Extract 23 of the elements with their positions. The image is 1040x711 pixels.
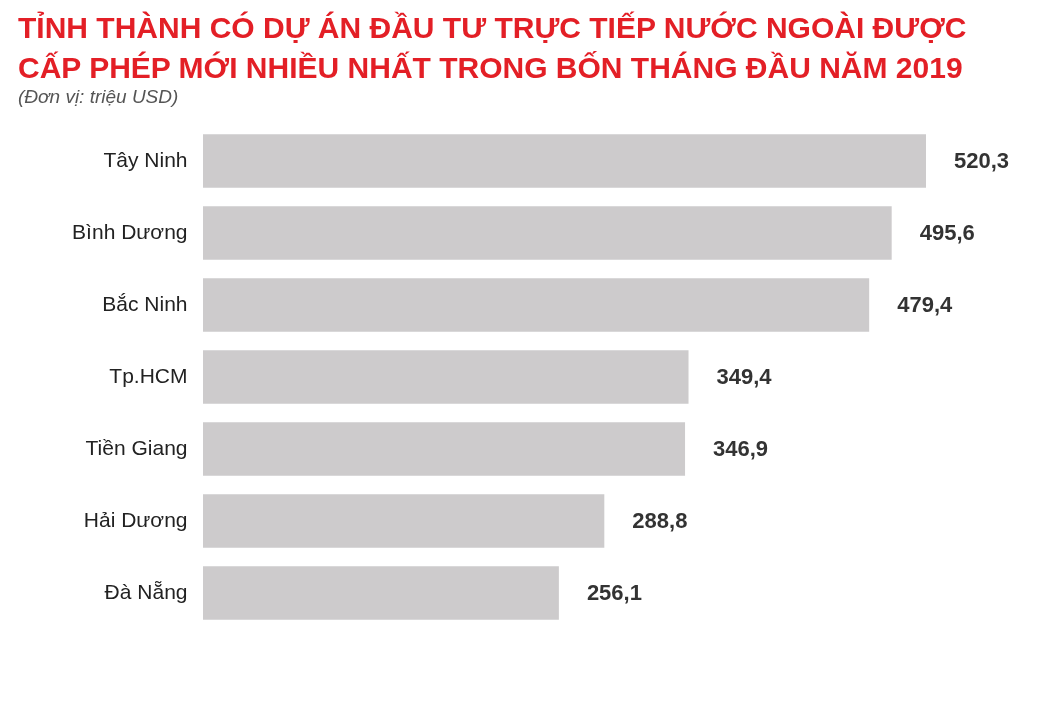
data-label: 349,4 (716, 364, 773, 389)
bar (203, 494, 605, 548)
y-tick-label: Tiền Giang (85, 436, 188, 459)
bar (203, 134, 927, 188)
chart-title: TỈNH THÀNH CÓ DỰ ÁN ĐẦU TƯ TRỰC TIẾP NƯỚC NGOÀI ĐƯỢC CẤP PHÉP MỚI NHIỀU NHẤT TRONG BỐN THÁNG ĐẦU NĂM 2019 (18, 11, 967, 84)
data-label: 495,6 (919, 220, 975, 245)
y-tick-label: Bắc Ninh (102, 292, 188, 315)
bar (203, 278, 870, 332)
bar (203, 206, 892, 260)
y-tick-label: Hải Dương (83, 508, 188, 531)
data-label: 346,9 (713, 436, 769, 461)
bar (203, 350, 689, 404)
data-label: 520,3 (954, 148, 1010, 173)
chart-subtitle: (Đơn vị: triệu USD) (18, 86, 179, 107)
y-tick-label: Tp.HCM (109, 364, 188, 387)
data-label: 288,8 (632, 508, 688, 533)
y-tick-label: Bình Dương (72, 220, 188, 243)
y-tick-label: Đà Nẵng (104, 580, 188, 603)
data-label: 256,1 (586, 580, 642, 605)
bar (203, 422, 686, 476)
y-tick-label: Tây Ninh (103, 148, 188, 171)
bar (203, 566, 559, 620)
data-label: 479,4 (897, 292, 953, 317)
